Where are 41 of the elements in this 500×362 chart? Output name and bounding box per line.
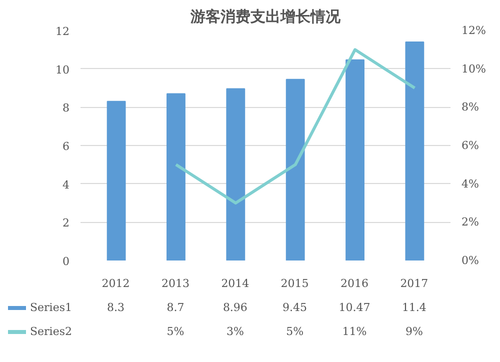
y2-tick-label: 6%: [462, 139, 479, 152]
legend-label: Series2: [30, 324, 72, 340]
y2-tick-label: 2%: [462, 216, 479, 229]
data-label: 8.7: [166, 300, 184, 316]
data-label: 8.96: [222, 300, 248, 316]
y-tick-label: 0: [62, 255, 70, 268]
data-label: 10.47: [338, 300, 370, 316]
data-label: 8.3: [107, 300, 125, 316]
y-tick-label: 2: [62, 216, 70, 230]
x-tick-label: 2015: [280, 276, 309, 292]
x-tick-label: 2013: [162, 276, 190, 292]
bar: [286, 78, 305, 260]
data-label: 5%: [286, 324, 304, 340]
y-tick-label: 8: [62, 102, 70, 115]
y2-tick-label: 8%: [462, 100, 479, 114]
y-tick-label: 4: [62, 178, 70, 192]
data-label: 11%: [342, 324, 367, 340]
y2-tick-label: 0%: [462, 254, 479, 267]
y2-tick-label: 10%: [462, 62, 486, 76]
data-label: 5%: [166, 324, 184, 340]
bar: [405, 42, 424, 260]
data-label: 9%: [405, 324, 423, 340]
bar: [346, 59, 364, 260]
line-series: [174, 48, 416, 204]
x-tick-label: 2017: [400, 276, 428, 292]
data-label: 11.4: [402, 300, 426, 316]
y2-tick-label: 4%: [462, 177, 479, 190]
x-tick-label: 2016: [340, 276, 368, 292]
legend-label: Series1: [30, 300, 72, 316]
chart-title: 游客消费支出增长情况: [190, 8, 342, 26]
y-tick-label: 6: [62, 140, 70, 153]
x-tick-label: 2014: [221, 276, 250, 292]
y-tick-label: 12: [56, 25, 70, 38]
y2-tick-label: 12%: [462, 24, 486, 37]
data-label: 9.45: [282, 300, 308, 316]
bar: [166, 93, 186, 260]
data-label: 3%: [226, 324, 244, 340]
x-tick-label: 2012: [102, 276, 130, 292]
y-tick-label: 10: [56, 63, 70, 76]
bar: [106, 100, 126, 260]
bar: [226, 88, 246, 260]
